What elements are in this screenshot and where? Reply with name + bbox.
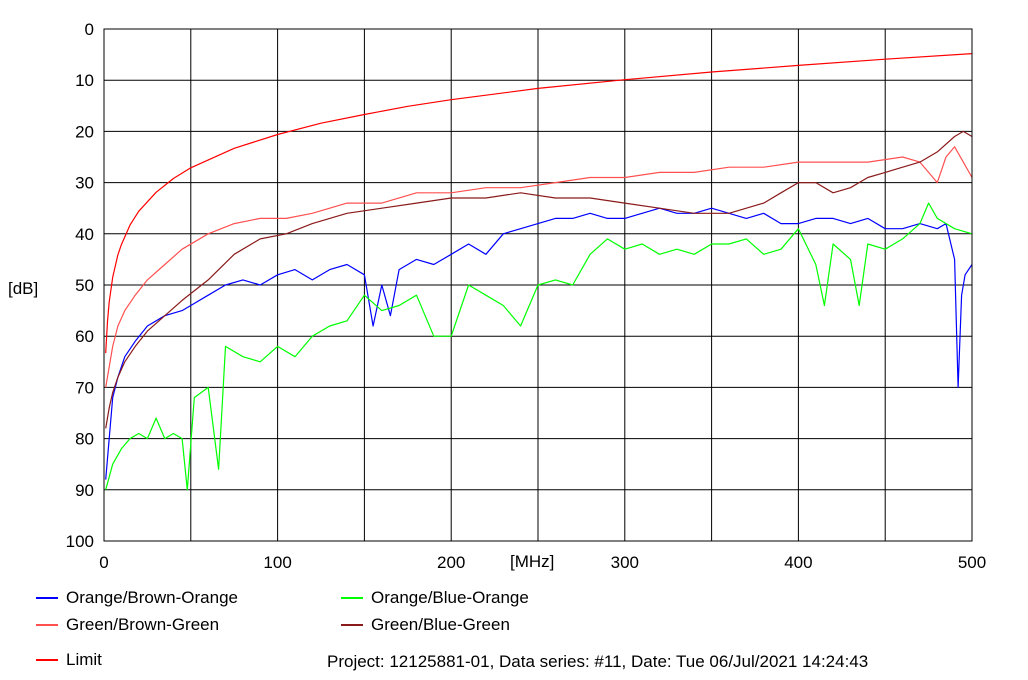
y-tick-label: 100 (66, 532, 94, 551)
annotation: Project: 12125881-01, Data series: #11, … (327, 652, 868, 671)
x-tick-label: 300 (611, 553, 639, 572)
x-tick-label: 200 (437, 553, 465, 572)
series-line-limit (105, 53, 973, 354)
y-tick-label: 10 (75, 71, 94, 90)
y-tick-label: 50 (75, 276, 94, 295)
series-line-orange-blue-orange (105, 202, 973, 491)
y-tick-label: 80 (75, 430, 94, 449)
y-tick-label: 20 (75, 122, 94, 141)
x-tick-labels: 0 100 200 300 400 500 (99, 553, 986, 572)
y-tick-label: 60 (75, 327, 94, 346)
legend-item: Green/Brown-Green (36, 615, 219, 634)
y-tick-labels: 0 10 20 30 40 50 60 70 80 90 100 (66, 20, 94, 551)
x-tick-label: 400 (784, 553, 812, 572)
legend-item: Orange/Brown-Orange (36, 588, 238, 607)
legend-label: Green/Blue-Green (371, 615, 510, 634)
y-tick-label: 90 (75, 481, 94, 500)
legend-label: Orange/Blue-Orange (371, 588, 529, 607)
plot-frame (103, 28, 973, 542)
y-tick-label: 70 (75, 378, 94, 397)
x-tick-label: 0 (99, 553, 108, 572)
legend-label: Orange/Brown-Orange (66, 588, 238, 607)
legend-label: Green/Brown-Green (66, 615, 219, 634)
series-line-green-brown-green (105, 146, 973, 388)
legend-item: Limit (36, 650, 102, 669)
y-axis-label: [dB] (8, 279, 38, 298)
legend-item: Orange/Blue-Orange (341, 588, 529, 607)
y-tick-label: 30 (75, 174, 94, 193)
x-axis-label: [MHz] (510, 552, 554, 571)
y-tick-label: 0 (85, 20, 94, 39)
series-line-green-blue-green (105, 130, 973, 429)
series-line-orange-brown-orange (105, 207, 973, 480)
legend-item: Green/Blue-Green (341, 615, 510, 634)
y-tick-label: 40 (75, 225, 94, 244)
series-layer (105, 53, 973, 491)
legend: Orange/Brown-Orange Orange/Blue-Orange Gre… (36, 588, 529, 669)
x-tick-label: 100 (263, 553, 291, 572)
legend-label: Limit (66, 650, 102, 669)
x-tick-label: 500 (958, 553, 986, 572)
